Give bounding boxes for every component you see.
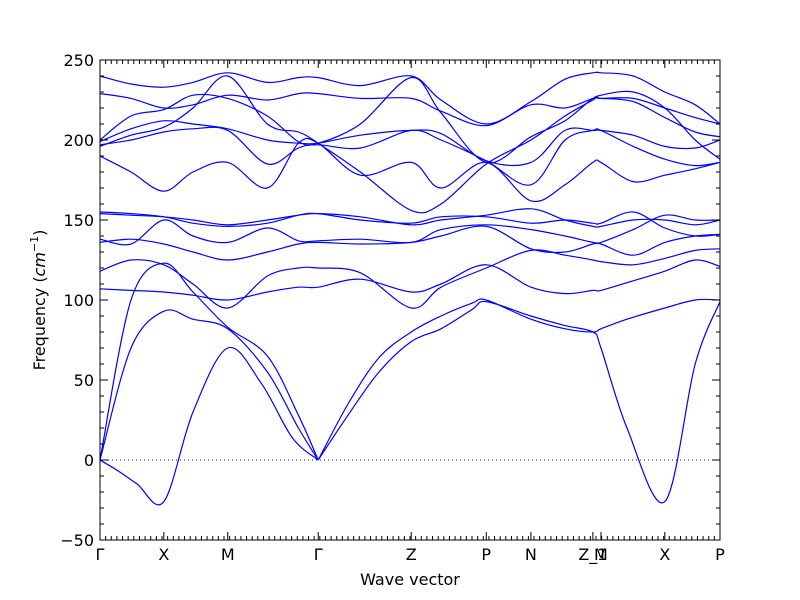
band-line-17 bbox=[99, 71, 721, 125]
band-line-12 bbox=[99, 137, 721, 203]
y-axis-ticks: −50 0 50 100 150 200 250 bbox=[60, 51, 720, 550]
y-tick-label: −50 bbox=[60, 531, 94, 550]
k-point-label: X bbox=[659, 545, 670, 564]
band-line-15 bbox=[99, 76, 721, 164]
band-line-11 bbox=[99, 211, 721, 237]
k-point-label: Z_1 bbox=[578, 545, 607, 565]
band-line-18 bbox=[99, 75, 721, 214]
y-axis-label-prefix: Frequency ( bbox=[30, 276, 49, 370]
k-point-label: Z bbox=[406, 545, 417, 564]
band-line-3 bbox=[99, 262, 319, 461]
k-point-label: P bbox=[481, 545, 491, 564]
band-line-7 bbox=[99, 248, 721, 309]
k-point-label: Γ bbox=[96, 545, 105, 564]
band-line-4 bbox=[317, 300, 721, 504]
band-line-8 bbox=[99, 225, 721, 261]
band-line-14 bbox=[99, 120, 721, 166]
band-line-6 bbox=[99, 259, 721, 301]
y-tick-label: 250 bbox=[63, 51, 94, 70]
band-line-16 bbox=[99, 92, 721, 127]
y-tick-label: 100 bbox=[63, 291, 94, 310]
y-axis-label-exponent: −1 bbox=[28, 236, 41, 252]
k-point-label: M bbox=[221, 545, 235, 564]
k-point-label: Γ bbox=[314, 545, 323, 564]
x-axis-label: Wave vector bbox=[360, 570, 460, 589]
y-tick-label: 200 bbox=[63, 131, 94, 150]
band-line-5 bbox=[317, 298, 721, 461]
k-point-label: P bbox=[715, 545, 725, 564]
k-point-label: X bbox=[158, 545, 169, 564]
k-point-label: N bbox=[525, 545, 537, 564]
y-axis-label: Frequency (cm−1) bbox=[28, 230, 49, 371]
x-axis-ticks: Γ X M Γ Z P N Z_1M X P bbox=[96, 60, 725, 565]
band-line-2 bbox=[99, 309, 319, 461]
k-point-label: M bbox=[594, 545, 608, 564]
band-line-9 bbox=[99, 214, 721, 246]
y-axis-label-suffix: ) bbox=[30, 230, 49, 236]
band-line-1 bbox=[99, 346, 319, 506]
y-tick-label: 50 bbox=[74, 371, 94, 390]
band-lines bbox=[99, 71, 721, 506]
y-axis-label-unit: cm bbox=[30, 252, 49, 276]
band-line-10 bbox=[99, 208, 721, 228]
y-tick-label: 0 bbox=[84, 451, 94, 470]
band-line-13 bbox=[99, 126, 721, 186]
plot-frame bbox=[99, 59, 721, 541]
y-tick-label: 150 bbox=[63, 211, 94, 230]
